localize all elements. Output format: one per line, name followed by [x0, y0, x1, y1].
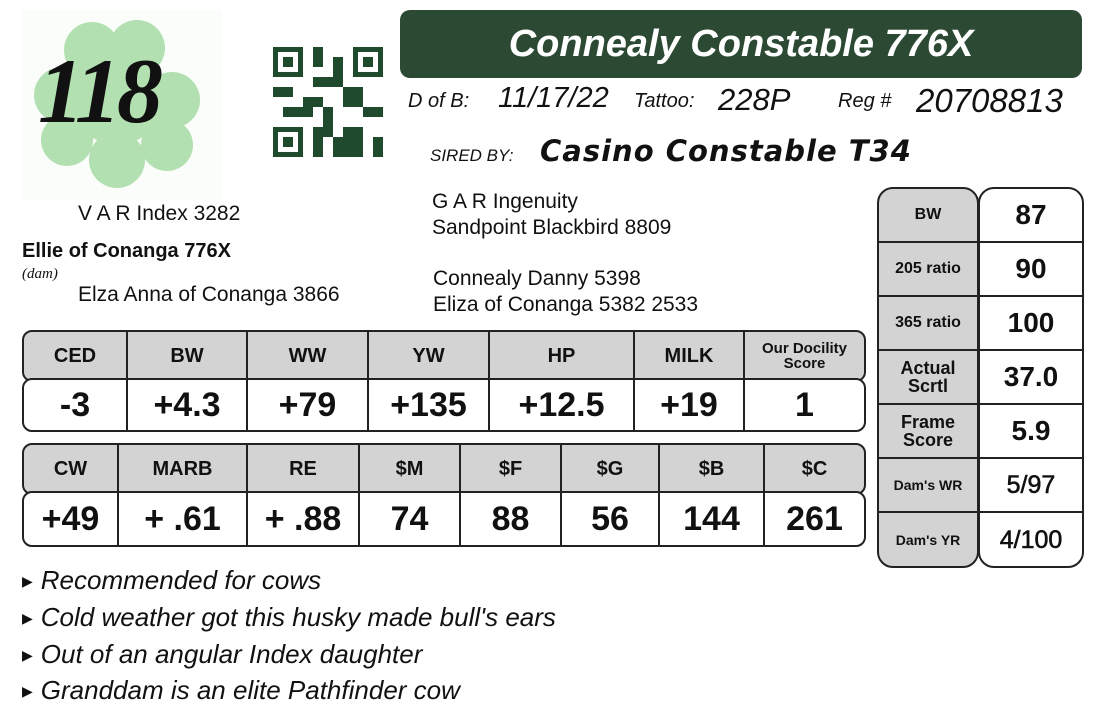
note-text: Granddam is an elite Pathfinder cow	[40, 675, 460, 701]
perf-value: 100	[980, 297, 1082, 351]
epd-value: + .88	[248, 493, 360, 545]
perf-label: 365 ratio	[879, 297, 977, 351]
epd-table-2: CW MARB RE $M $F $G $B $C +49 + .61 + .8…	[22, 443, 866, 547]
bullet-triangle-icon: ▶	[22, 573, 33, 589]
perf-value: 87	[980, 189, 1082, 243]
perf-label: Actual Scrtl	[879, 351, 977, 405]
epd-value: 88	[461, 493, 562, 545]
dam-label: (dam)	[22, 266, 58, 282]
epd-header: $B	[660, 445, 765, 493]
epd-header: WW	[248, 332, 369, 380]
tattoo-value: 228P	[718, 82, 791, 117]
performance-values: 87 90 100 37.0 5.9 5/97 4/100	[978, 187, 1084, 568]
epd-value: 261	[786, 499, 843, 538]
sired-by-label: SIRED BY:	[430, 146, 514, 165]
granddam: Elza Anna of Conanga 3866	[78, 283, 340, 306]
perf-value: 5/97	[980, 459, 1082, 513]
epd-value: +79	[248, 380, 369, 430]
epd-value: 1	[795, 385, 814, 424]
epd-value: 144	[660, 493, 765, 545]
dob-label: D of B:	[408, 90, 470, 112]
var-index: V A R Index 3282	[78, 202, 241, 225]
perf-label: BW	[879, 189, 977, 243]
epd-value: +49	[24, 493, 119, 545]
bullet-triangle-icon: ▶	[22, 647, 33, 663]
perf-value: 4/100	[999, 525, 1063, 554]
epd-header: $F	[461, 445, 562, 493]
perf-label: Dam's WR	[879, 459, 977, 513]
epd-header: YW	[369, 332, 490, 380]
epd-value-row: -3 +4.3 +79 +135 +12.5 +19 1	[22, 378, 866, 432]
note-item: ▶ Granddam is an elite Pathfinder cow	[22, 675, 460, 701]
dam-dam: Eliza of Conanga 5382 2533	[433, 293, 699, 316]
animal-name-title: Connealy Constable 776X	[400, 10, 1082, 78]
bullet-triangle-icon: ▶	[22, 683, 33, 699]
perf-label: 205 ratio	[879, 243, 977, 297]
epd-header: CW	[24, 445, 119, 493]
reg-label: Reg #	[838, 90, 892, 112]
epd-header: BW	[128, 332, 248, 380]
qr-code[interactable]	[272, 47, 384, 157]
dob-value: 11/17/22	[498, 82, 609, 114]
perf-value: 37.0	[980, 351, 1082, 405]
epd-header: MILK	[635, 332, 745, 380]
note-item: ▶ Cold weather got this husky made bull's…	[22, 602, 556, 633]
tattoo-label: Tattoo:	[634, 90, 695, 112]
lot-number: 118	[38, 40, 163, 142]
shamrock-icon	[34, 20, 200, 188]
note-text: Recommended for cows	[40, 565, 322, 595]
epd-header: RE	[248, 445, 360, 493]
perf-value: 5.9	[980, 405, 1082, 459]
epd-value: -3	[24, 380, 128, 430]
note-item: ▶ Out of an angular Index daughter	[22, 639, 422, 670]
epd-header: $M	[360, 445, 461, 493]
sire-sire: G A R Ingenuity	[432, 190, 578, 213]
bullet-triangle-icon: ▶	[22, 610, 33, 626]
epd-value-row: +49 + .61 + .88 74 88 56 144 261	[22, 491, 866, 547]
epd-value: +4.3	[128, 380, 248, 430]
sire-dam: Sandpoint Blackbird 8809	[432, 216, 672, 239]
reg-value: 20708813	[916, 82, 1063, 119]
epd-header: $C	[801, 457, 828, 480]
epd-header: HP	[490, 332, 635, 380]
epd-header-row: CED BW WW YW HP MILK Our Docility Score	[22, 330, 866, 382]
epd-value: 56	[562, 493, 660, 545]
perf-label: Frame Score	[879, 405, 977, 459]
epd-value: +19	[635, 380, 745, 430]
epd-value: +135	[369, 380, 490, 430]
epd-header: CED	[24, 332, 128, 380]
performance-labels: BW 205 ratio 365 ratio Actual Scrtl Fram…	[877, 187, 979, 568]
dam-name: Ellie of Conanga 776X	[22, 240, 231, 262]
perf-value: 90	[980, 243, 1082, 297]
epd-header: $G	[562, 445, 660, 493]
epd-header: MARB	[119, 445, 248, 493]
epd-header-row: CW MARB RE $M $F $G $B $C	[22, 443, 866, 495]
epd-header: Our Docility Score	[761, 340, 847, 372]
sire-name: Casino Constable T34	[540, 134, 912, 168]
epd-value: +12.5	[490, 380, 635, 430]
epd-table-1: CED BW WW YW HP MILK Our Docility Score …	[22, 330, 866, 432]
note-item: ▶ Recommended for cows	[22, 565, 321, 596]
note-text: Out of an angular Index daughter	[40, 639, 423, 669]
epd-value: 74	[360, 493, 461, 545]
epd-value: + .61	[119, 493, 248, 545]
shamrock-logo	[22, 10, 222, 200]
perf-label: Dam's YR	[895, 532, 961, 548]
dam-sire: Connealy Danny 5398	[433, 267, 641, 290]
note-text: Cold weather got this husky made bull's …	[40, 602, 556, 632]
